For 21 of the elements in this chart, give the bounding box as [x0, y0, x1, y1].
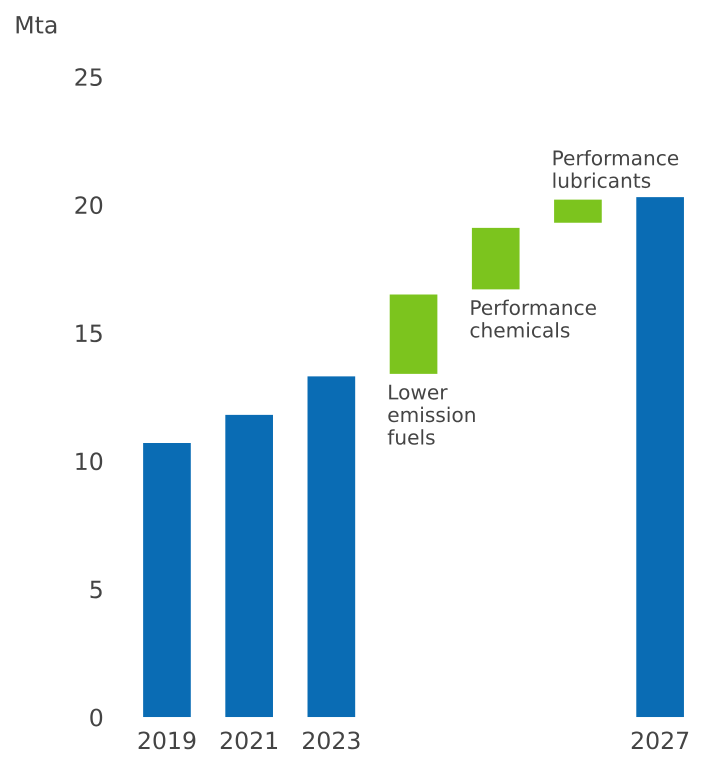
- y-axis-title: Mta: [16, 16, 56, 34]
- bar: [390, 294, 438, 374]
- y-tick-label: 15: [76, 324, 102, 342]
- annotation: Lower emission fuels: [388, 384, 475, 445]
- bar: [308, 376, 356, 718]
- annotation: Performance lubricants: [554, 150, 678, 188]
- bar: [225, 414, 273, 718]
- y-tick-label: 20: [75, 196, 102, 214]
- x-tick-label: 2027: [632, 731, 688, 750]
- x-tick-label: 2023: [303, 731, 360, 750]
- bar: [143, 443, 191, 718]
- y-tick-label: 10: [76, 452, 102, 470]
- x-tick-label: 2021: [220, 731, 278, 750]
- bar: [554, 200, 602, 223]
- bar: [636, 197, 684, 718]
- y-tick-label: 5: [90, 580, 102, 598]
- bar: [472, 228, 520, 290]
- annotation: Performance chemicals: [470, 300, 596, 338]
- x-tick-label: 2019: [138, 731, 196, 750]
- y-tick-label: 25: [75, 68, 102, 86]
- y-tick-label: 0: [90, 708, 102, 726]
